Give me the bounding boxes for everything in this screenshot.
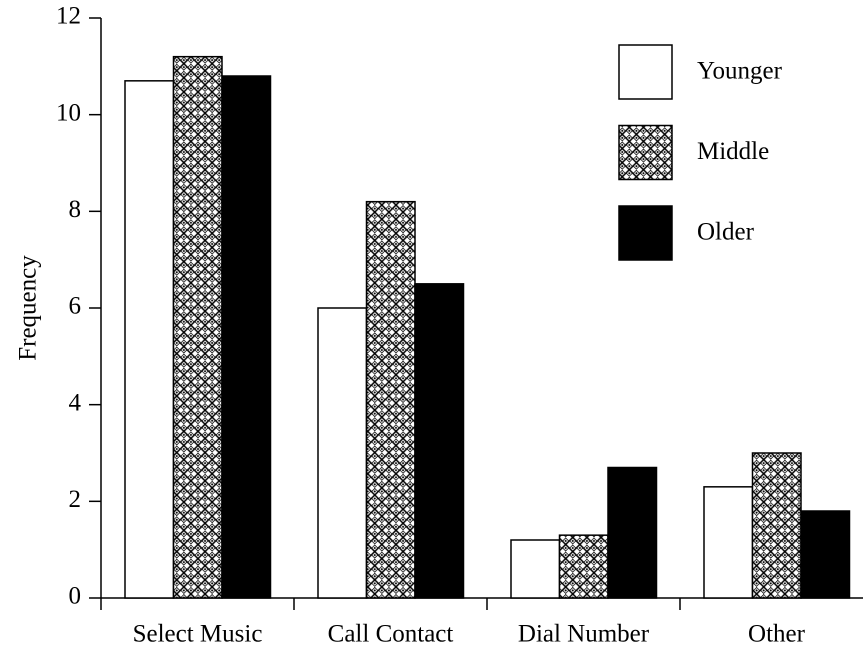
- legend-swatch: [618, 205, 673, 261]
- bar: [124, 80, 175, 599]
- legend-swatch: [618, 44, 673, 100]
- x-tick-label: Dial Number: [518, 621, 650, 648]
- y-tick-label: 4: [69, 389, 82, 416]
- bar: [172, 55, 223, 599]
- legend-swatch: [618, 124, 673, 181]
- y-axis-label: Frequency: [15, 255, 42, 361]
- bar: [751, 452, 802, 599]
- y-tick-label: 0: [69, 583, 82, 610]
- x-tick-label: Other: [748, 621, 806, 648]
- x-tick-label: Select Music: [133, 621, 263, 648]
- bar: [800, 510, 851, 599]
- bar: [607, 466, 658, 599]
- bar: [221, 75, 272, 599]
- legend-label: Older: [697, 219, 755, 246]
- y-tick-label: 10: [56, 99, 81, 126]
- bar: [558, 534, 609, 599]
- legend-label: Younger: [697, 58, 783, 85]
- bar: [317, 307, 368, 599]
- x-tick-label: Call Contact: [328, 621, 454, 648]
- y-tick-label: 8: [69, 196, 82, 223]
- bar: [365, 200, 416, 599]
- y-tick-label: 2: [69, 486, 82, 513]
- legend-label: Middle: [697, 138, 769, 165]
- y-tick-label: 12: [56, 3, 81, 30]
- bar: [703, 486, 754, 599]
- bar: [414, 283, 465, 599]
- bar: [510, 539, 561, 599]
- y-tick-label: 6: [69, 293, 82, 320]
